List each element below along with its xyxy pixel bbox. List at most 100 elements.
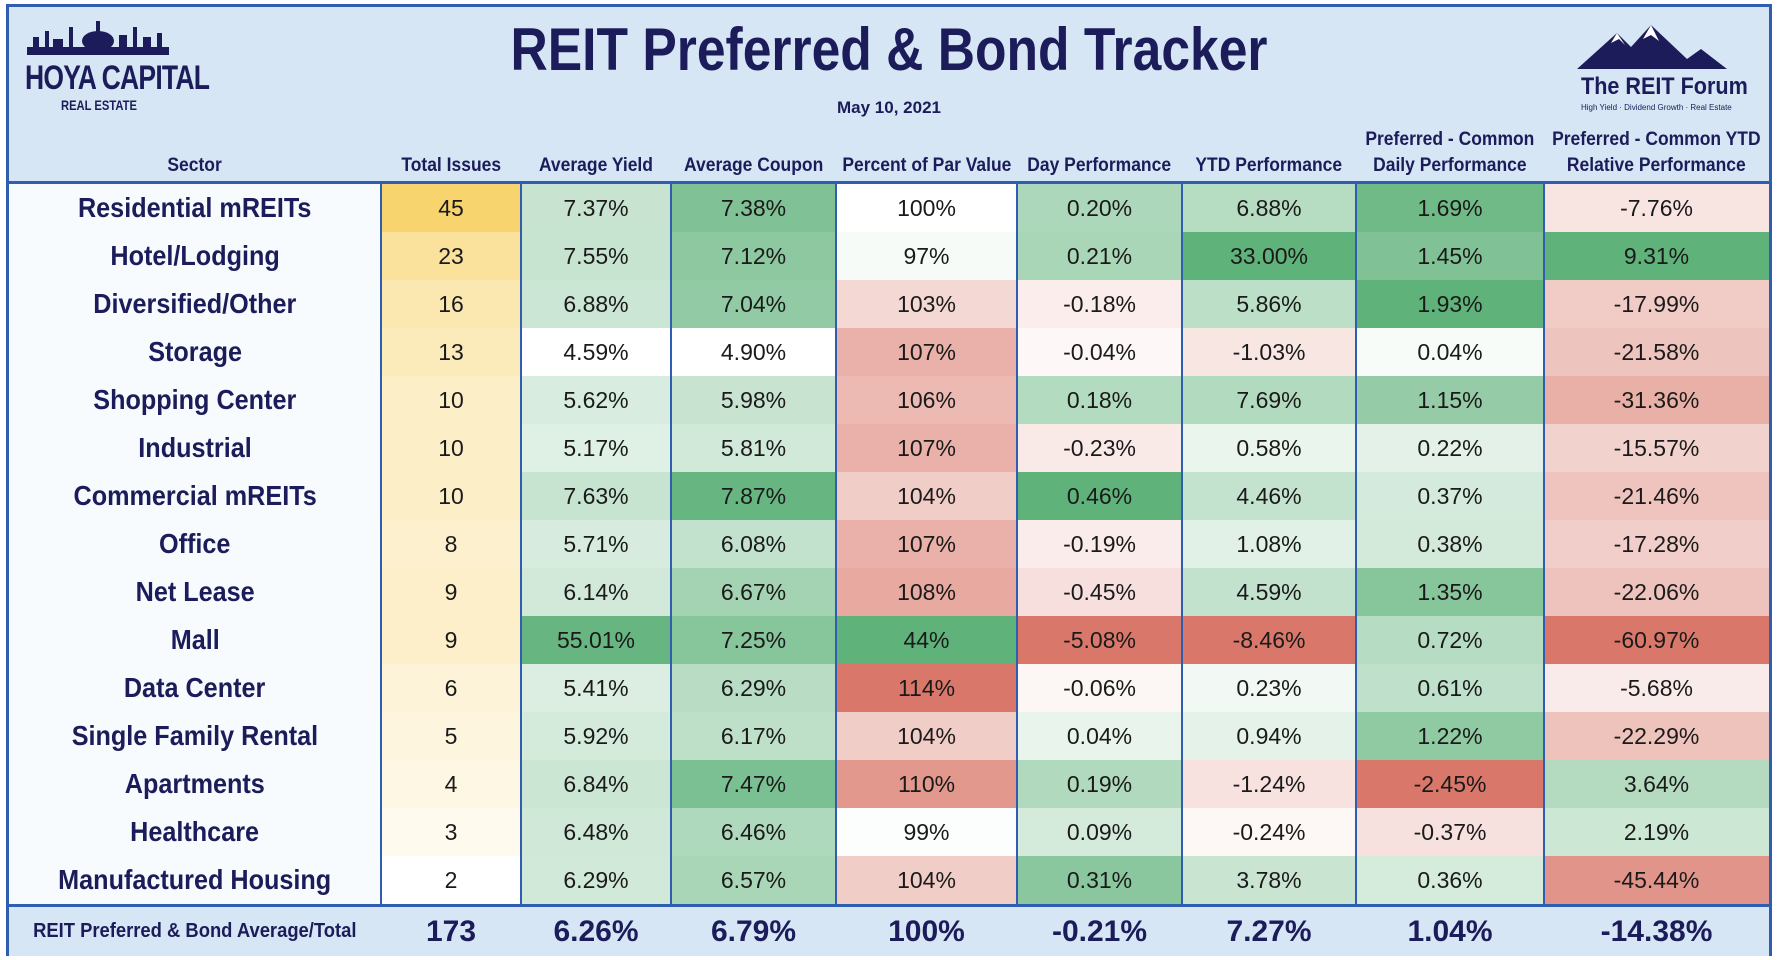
column-header-average-coupon: Average Coupon bbox=[671, 123, 836, 181]
cell-pref-common-ytd: 9.31% bbox=[1544, 232, 1769, 280]
cell-day-performance: 0.46% bbox=[1017, 472, 1182, 520]
cell-total-issues: 2 bbox=[381, 856, 521, 904]
cell-day-performance: -0.18% bbox=[1017, 280, 1182, 328]
cell-total-issues: 23 bbox=[381, 232, 521, 280]
cell-average-yield: 6.88% bbox=[521, 280, 671, 328]
table-row: Office 8 5.71% 6.08% 107% -0.19% 1.08% 0.38% -17… bbox=[9, 520, 1769, 568]
cell-average-coupon: 7.04% bbox=[671, 280, 836, 328]
column-header-average-yield: Average Yield bbox=[521, 123, 671, 181]
cell-day-performance: -5.08% bbox=[1017, 616, 1182, 664]
cell-pref-common-daily: -2.45% bbox=[1356, 760, 1544, 808]
cell-total-issues: 4 bbox=[381, 760, 521, 808]
cell-average-coupon: 6.67% bbox=[671, 568, 836, 616]
table-row: Manufactured Housing 2 6.29% 6.57% 104% 0.31%… bbox=[9, 856, 1769, 904]
cell-average-yield: 7.37% bbox=[521, 184, 671, 232]
total-sector: REIT Preferred & Bond Average/Total bbox=[33, 920, 357, 942]
table-row: Industrial 10 5.17% 5.81% 107% -0.23% 0.58% 0.2… bbox=[9, 424, 1769, 472]
cell-sector: Mall bbox=[9, 616, 381, 664]
cell-total-issues: 5 bbox=[381, 712, 521, 760]
cell-percent-of-par: 107% bbox=[836, 424, 1017, 472]
cell-average-yield: 4.59% bbox=[521, 328, 671, 376]
cell-ytd-performance: 3.78% bbox=[1182, 856, 1356, 904]
cell-day-performance: 0.20% bbox=[1017, 184, 1182, 232]
cell-percent-of-par: 100% bbox=[836, 184, 1017, 232]
total-row: REIT Preferred & Bond Average/Total 173 6.… bbox=[9, 907, 1769, 956]
column-header-sector: Sector bbox=[9, 123, 381, 181]
cell-total-issues: 8 bbox=[381, 520, 521, 568]
table-row: Residential mREITs 45 7.37% 7.38% 100% 0.20% 6… bbox=[9, 184, 1769, 232]
cell-percent-of-par: 103% bbox=[836, 280, 1017, 328]
logo-left-line2: REAL ESTATE bbox=[61, 97, 137, 113]
cell-ytd-performance: 0.58% bbox=[1182, 424, 1356, 472]
cell-total-issues: 16 bbox=[381, 280, 521, 328]
cell-ytd-performance: 4.46% bbox=[1182, 472, 1356, 520]
cell-pref-common-daily: 1.22% bbox=[1356, 712, 1544, 760]
cell-pref-common-ytd: -15.57% bbox=[1544, 424, 1769, 472]
cell-pref-common-ytd: 2.19% bbox=[1544, 808, 1769, 856]
cell-percent-of-par: 114% bbox=[836, 664, 1017, 712]
hoya-capital-logo: HOYA CAPITAL REAL ESTATE bbox=[23, 17, 210, 117]
table-row: Apartments 4 6.84% 7.47% 110% 0.19% -1.24% -2.4… bbox=[9, 760, 1769, 808]
logo-right-line2: High Yield · Dividend Growth · Real Esta… bbox=[1581, 103, 1732, 112]
mountain-icon bbox=[1577, 25, 1727, 69]
cell-pref-common-daily: 0.38% bbox=[1356, 520, 1544, 568]
cell-percent-of-par: 107% bbox=[836, 328, 1017, 376]
cell-day-performance: 0.04% bbox=[1017, 712, 1182, 760]
cell-ytd-performance: 4.59% bbox=[1182, 568, 1356, 616]
cell-average-coupon: 6.17% bbox=[671, 712, 836, 760]
cell-sector: Diversified/Other bbox=[9, 280, 381, 328]
table-row: Net Lease 9 6.14% 6.67% 108% -0.45% 4.59% 1.35%… bbox=[9, 568, 1769, 616]
total-pref-common-ytd: -14.38% bbox=[1600, 914, 1713, 948]
column-header-label: Percent of Par Value bbox=[841, 155, 1012, 176]
logo-left-line1: HOYA CAPITAL bbox=[25, 59, 210, 97]
cell-percent-of-par: 104% bbox=[836, 712, 1017, 760]
cell-day-performance: 0.18% bbox=[1017, 376, 1182, 424]
cell-average-coupon: 4.90% bbox=[671, 328, 836, 376]
cell-percent-of-par: 106% bbox=[836, 376, 1017, 424]
cell-ytd-performance: -0.24% bbox=[1182, 808, 1356, 856]
cell-total-issues: 3 bbox=[381, 808, 521, 856]
cell-average-coupon: 7.12% bbox=[671, 232, 836, 280]
cell-average-coupon: 7.87% bbox=[671, 472, 836, 520]
cell-percent-of-par: 107% bbox=[836, 520, 1017, 568]
cell-average-yield: 55.01% bbox=[521, 616, 671, 664]
cell-total-issues: 45 bbox=[381, 184, 521, 232]
column-header-label: Sector bbox=[167, 155, 223, 176]
column-header-pref-common-ytd: Preferred - Common YTD Relative Performan… bbox=[1544, 123, 1769, 181]
cell-sector: Residential mREITs bbox=[9, 184, 381, 232]
cell-total-issues: 9 bbox=[381, 616, 521, 664]
cell-pref-common-daily: 1.93% bbox=[1356, 280, 1544, 328]
cell-day-performance: 0.19% bbox=[1017, 760, 1182, 808]
cell-percent-of-par: 108% bbox=[836, 568, 1017, 616]
cell-pref-common-ytd: -7.76% bbox=[1544, 184, 1769, 232]
column-separator bbox=[1355, 184, 1357, 904]
column-separator bbox=[1181, 184, 1183, 904]
column-header-ytd-performance: YTD Performance bbox=[1182, 123, 1356, 181]
cell-pref-common-daily: 0.04% bbox=[1356, 328, 1544, 376]
total-total-issues: 173 bbox=[425, 914, 477, 948]
cell-sector: Shopping Center bbox=[9, 376, 381, 424]
cell-sector: Data Center bbox=[9, 664, 381, 712]
table-row: Hotel/Lodging 23 7.55% 7.12% 97% 0.21% 33.00% 1… bbox=[9, 232, 1769, 280]
cell-percent-of-par: 97% bbox=[836, 232, 1017, 280]
cell-average-yield: 7.63% bbox=[521, 472, 671, 520]
table-row: Mall 9 55.01% 7.25% 44% -5.08% -8.46% 0.72% -60.… bbox=[9, 616, 1769, 664]
logo-right-line1: The REIT Forum bbox=[1581, 73, 1748, 100]
column-separator bbox=[520, 184, 522, 904]
cell-average-yield: 5.62% bbox=[521, 376, 671, 424]
cell-average-yield: 6.14% bbox=[521, 568, 671, 616]
column-header-percent-of-par: Percent of Par Value bbox=[836, 123, 1017, 181]
cell-ytd-performance: 0.23% bbox=[1182, 664, 1356, 712]
cell-pref-common-ytd: -60.97% bbox=[1544, 616, 1769, 664]
cell-sector: Single Family Rental bbox=[9, 712, 381, 760]
table-row: Shopping Center 10 5.62% 5.98% 106% 0.18% 7.69… bbox=[9, 376, 1769, 424]
cell-pref-common-ytd: -17.28% bbox=[1544, 520, 1769, 568]
table-row: Single Family Rental 5 5.92% 6.17% 104% 0.04%… bbox=[9, 712, 1769, 760]
total-pref-common-daily: 1.04% bbox=[1407, 914, 1493, 948]
column-separator bbox=[1016, 184, 1018, 904]
cell-ytd-performance: -8.46% bbox=[1182, 616, 1356, 664]
cell-sector: Net Lease bbox=[9, 568, 381, 616]
cell-average-yield: 5.17% bbox=[521, 424, 671, 472]
column-header-label: Day Performance bbox=[1027, 155, 1172, 176]
cell-percent-of-par: 99% bbox=[836, 808, 1017, 856]
